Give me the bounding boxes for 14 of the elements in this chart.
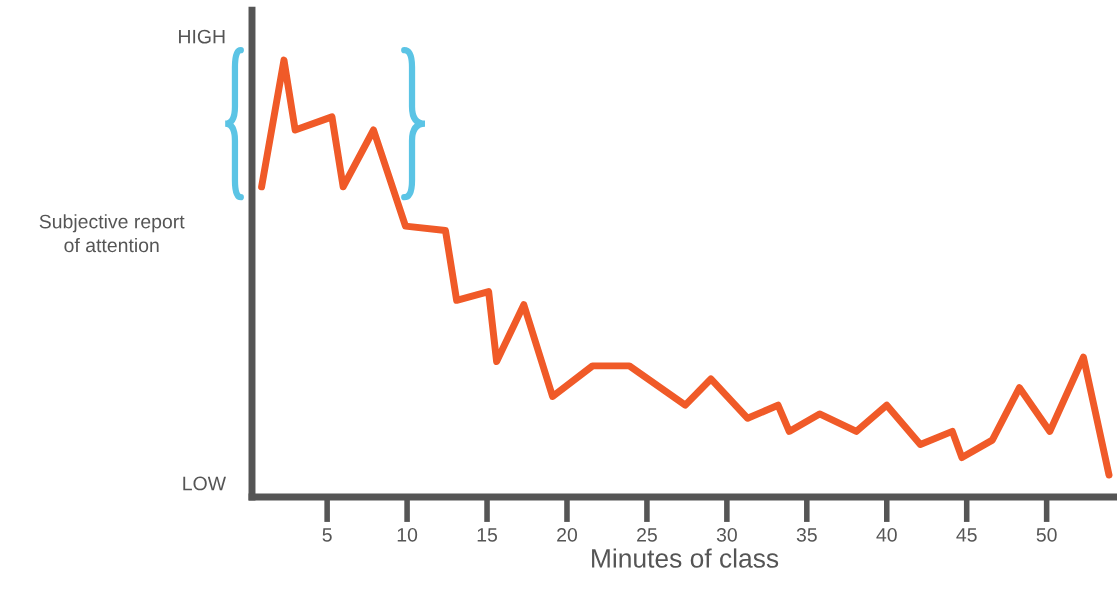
text: LOW: [183, 476, 226, 491]
x-tick-label: 40: [876, 527, 897, 542]
x-tick-label: 45: [956, 528, 977, 542]
x-tick-label: 5: [322, 528, 332, 542]
x-tick-label: 35: [796, 527, 817, 542]
x-tick-label: 50: [1036, 527, 1057, 542]
x-tick-label: 30: [716, 527, 737, 542]
x-tick-label: 10: [397, 527, 418, 542]
x-tick-label: 15: [477, 528, 498, 542]
y-axis-title: Subjective report of attention: [39, 214, 185, 253]
text: HIGH: [179, 29, 225, 44]
x-tick-label: 25: [637, 527, 657, 542]
x-axis-title: Minutes of class: [592, 548, 779, 568]
x-tick-label: 20: [557, 527, 578, 542]
